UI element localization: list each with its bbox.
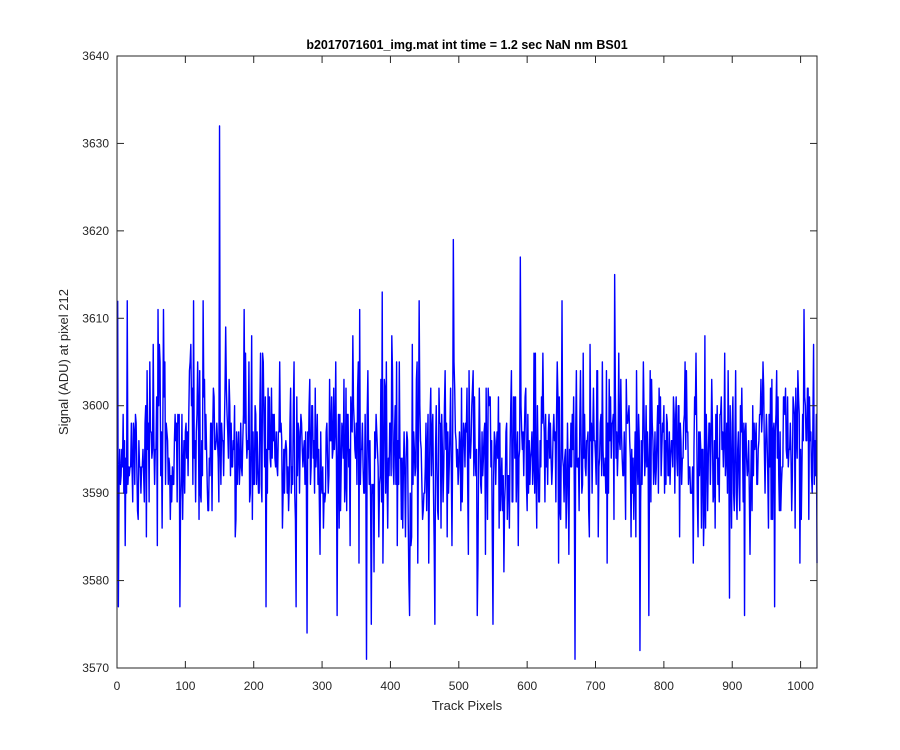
plot-background	[117, 56, 817, 668]
x-tick-label: 300	[312, 679, 332, 693]
y-tick-label: 3640	[82, 49, 109, 63]
y-tick-label: 3600	[82, 399, 109, 413]
y-axis: 3570 3580 3590 3600 3610 3620 3630 3640	[82, 49, 817, 675]
y-tick-label: 3570	[82, 661, 109, 675]
y-tick-label: 3580	[82, 574, 109, 588]
x-tick-label: 800	[654, 679, 674, 693]
y-tick-label: 3620	[82, 224, 109, 238]
plot-frame	[116, 55, 818, 669]
x-axis: 0 100 200 300 400 500 600 700 800 900 1000	[114, 56, 814, 693]
x-tick-label: 600	[517, 679, 537, 693]
plot-area	[116, 55, 818, 669]
x-tick-label: 1000	[787, 679, 814, 693]
x-tick-label: 0	[114, 679, 121, 693]
x-tick-label: 700	[586, 679, 606, 693]
y-axis-label: Signal (ADU) at pixel 212	[56, 289, 71, 435]
chart-title: b2017071601_img.mat int time = 1.2 sec N…	[306, 38, 627, 52]
signal-series-line	[116, 125, 818, 660]
x-axis-label: Track Pixels	[432, 698, 503, 713]
y-tick-label: 3630	[82, 136, 109, 150]
x-tick-label: 100	[175, 679, 195, 693]
x-tick-label: 900	[722, 679, 742, 693]
x-tick-label: 500	[449, 679, 469, 693]
y-tick-label: 3610	[82, 311, 109, 325]
x-tick-label: 200	[244, 679, 264, 693]
x-tick-label: 400	[380, 679, 400, 693]
y-tick-label: 3590	[82, 486, 109, 500]
